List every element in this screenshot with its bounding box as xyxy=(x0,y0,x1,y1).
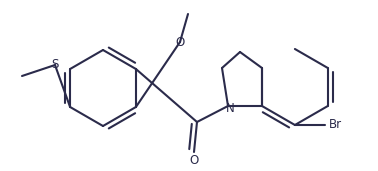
Text: N: N xyxy=(226,102,234,115)
Text: O: O xyxy=(175,36,184,49)
Text: O: O xyxy=(189,154,198,167)
Text: Br: Br xyxy=(329,119,342,131)
Text: S: S xyxy=(51,58,59,71)
